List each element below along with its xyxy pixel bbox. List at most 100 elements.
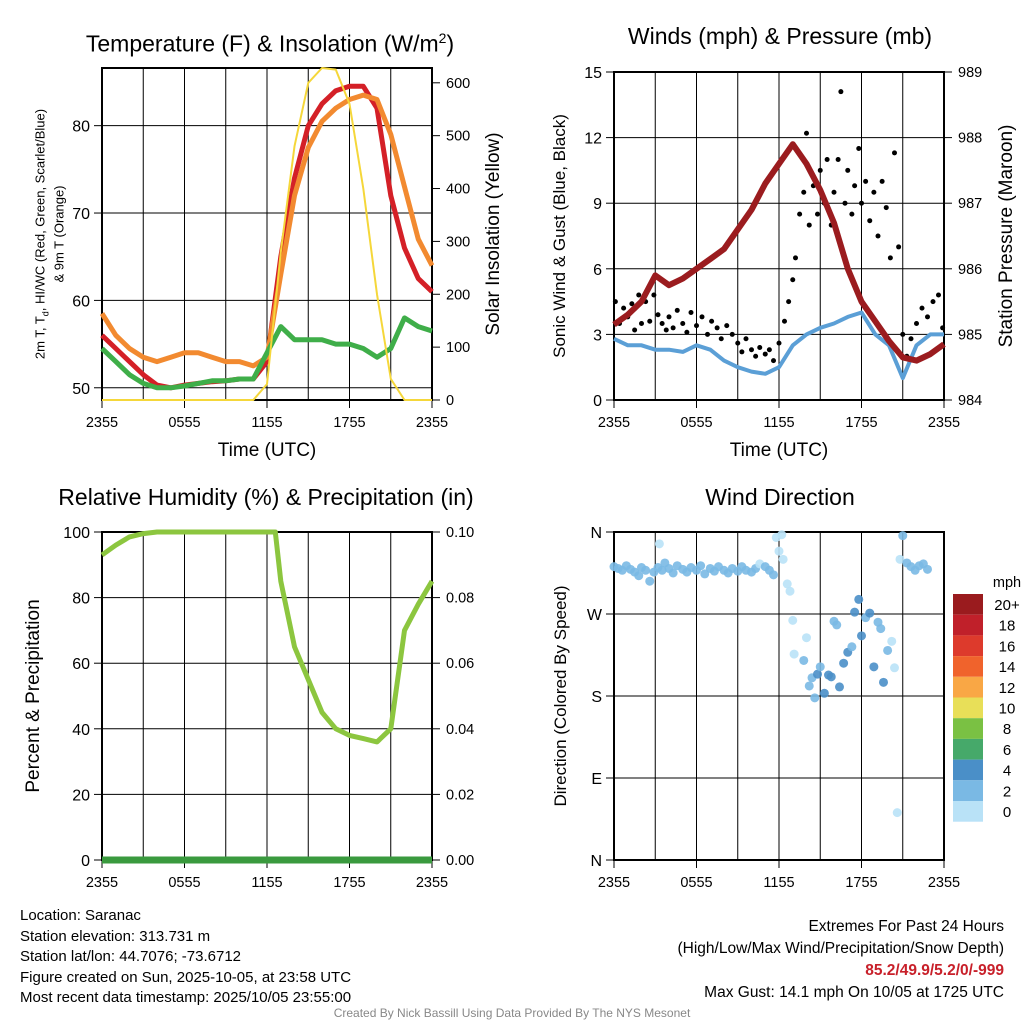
extremes-panel: Extremes For Past 24 Hours (High/Low/Max… [678, 916, 1005, 1004]
wind-direction-point [879, 677, 888, 687]
gust-point [914, 320, 919, 326]
gust-point [925, 314, 930, 320]
wind-direction-point [668, 568, 678, 578]
y-tick-label: 6 [593, 262, 602, 279]
gust-point [797, 211, 803, 217]
gust-point [629, 301, 635, 307]
gust-point [930, 299, 936, 305]
x-tick-label: 2355 [928, 415, 960, 431]
gust-point [887, 255, 893, 261]
legend-swatch [953, 697, 983, 719]
x-tick-label: 2355 [416, 415, 448, 431]
wind-direction-y-label: Direction (Colored By Speed) [551, 585, 570, 807]
wind-direction-point [890, 663, 899, 673]
location: Location: Saranac [20, 907, 141, 924]
max-gust: Max Gust: 14.1 mph On 10/05 at 1725 UTC [704, 984, 1004, 1001]
temp-x-label: Time (UTC) [217, 440, 317, 461]
y2-tick-label: 989 [958, 65, 982, 81]
x-tick-label: 2355 [928, 875, 960, 891]
wind-direction-point [782, 579, 792, 589]
gust-point [936, 292, 941, 298]
legend-label: 6 [1003, 742, 1011, 759]
recent-timestamp: Most recent data timestamp: 2025/10/05 2… [20, 989, 352, 1006]
winds-y-label: Sonic Wind & Gust (Blue, Black) [550, 114, 569, 358]
legend-label: 20+ [994, 597, 1020, 614]
temp-chart-title: Temperature (F) & Insolation (W/m2) [85, 30, 455, 57]
gust-point [753, 353, 759, 359]
x-tick-label: 2355 [86, 875, 118, 891]
y-tick-label: 3 [593, 327, 602, 344]
series-2m-t [100, 83, 434, 391]
gust-point [892, 150, 897, 156]
legend-label: 0 [1003, 804, 1011, 821]
x-tick-label: 1755 [845, 415, 877, 431]
extremes-values: 85.2/49.9/5.2/0/-999 [865, 962, 1004, 979]
y-tick-label: 20 [72, 787, 90, 804]
x-tick-label: 1155 [251, 875, 282, 891]
plot-area-3 [606, 531, 945, 868]
y-tick-label: 70 [72, 206, 90, 223]
gust-point [743, 336, 749, 342]
y2-tick-label: 988 [958, 131, 982, 147]
gust-point [632, 327, 638, 333]
lat-lon: Station lat/lon: 44.7076; -73.6712 [20, 948, 242, 965]
gust-point [908, 336, 914, 342]
gust-point [699, 314, 705, 320]
legend-label: 4 [1003, 763, 1011, 780]
gust-point [859, 200, 864, 206]
gust-point [757, 345, 763, 351]
x-tick-label: 0555 [680, 415, 712, 431]
gust-point [793, 255, 798, 261]
winds-y2-label: Station Pressure (Maroon) [996, 124, 1017, 348]
wind-direction-point [839, 658, 849, 668]
gust-point [875, 233, 881, 239]
y-tick-label: N [590, 525, 602, 542]
y2-tick-label: 600 [446, 76, 470, 92]
y-tick-label: 12 [584, 131, 602, 148]
y2-tick-label: 986 [958, 262, 982, 278]
wind-direction-point [634, 571, 644, 581]
gust-point [824, 156, 830, 162]
y2-tick-label: 987 [958, 196, 982, 212]
wind-direction-point [788, 615, 798, 625]
gust-point [705, 331, 710, 337]
winds-x-label: Time (UTC) [729, 440, 829, 461]
legend-swatch [953, 635, 983, 657]
gust-point [636, 292, 642, 298]
plot-border [613, 71, 945, 401]
gust-point [842, 200, 848, 206]
wind-direction-point [892, 808, 902, 818]
wind-direction-point [804, 681, 814, 691]
wind-direction-point [641, 565, 651, 575]
x-tick-label: 1755 [845, 875, 877, 891]
y-tick-label: 15 [584, 65, 602, 82]
series-solar-insolation [102, 67, 432, 401]
elevation: Station elevation: 313.731 m [20, 927, 211, 945]
gust-point [666, 314, 672, 320]
gust-point [815, 211, 820, 217]
y2-tick-label: 0.04 [446, 722, 474, 738]
gust-point [718, 336, 724, 342]
gust-point [670, 325, 676, 331]
wind-direction-point [778, 554, 788, 564]
y-tick-label: 60 [72, 656, 90, 673]
legend-label: 14 [999, 659, 1016, 676]
gust-point [790, 277, 796, 283]
wind-direction-point [813, 669, 822, 679]
gust-point [749, 347, 754, 353]
credit: Created By Nick Bassill Using Data Provi… [333, 1006, 691, 1020]
x-tick-label: 2355 [86, 415, 118, 431]
gust-point [674, 307, 680, 313]
x-tick-label: 1155 [763, 415, 794, 431]
rh-y-label: Percent & Precipitation [23, 599, 44, 793]
y2-tick-label: 300 [446, 234, 470, 250]
y-tick-label: 80 [72, 591, 90, 608]
gust-point [739, 349, 745, 355]
winds-chart-title: Winds (mph) & Pressure (mb) [627, 23, 933, 49]
y-tick-label: W [587, 607, 603, 624]
gust-point [896, 244, 902, 250]
legend-title: mph [993, 575, 1021, 591]
gust-point [806, 222, 812, 228]
gust-point [801, 189, 807, 195]
